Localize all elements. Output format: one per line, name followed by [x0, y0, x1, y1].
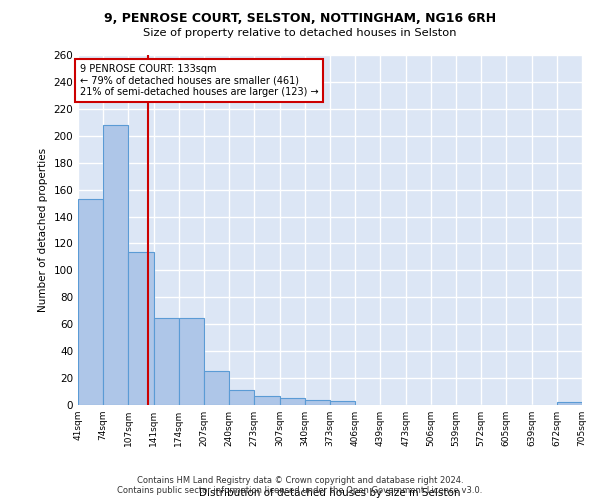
Text: 9, PENROSE COURT, SELSTON, NOTTINGHAM, NG16 6RH: 9, PENROSE COURT, SELSTON, NOTTINGHAM, N… [104, 12, 496, 26]
Bar [330, 401, 355, 405]
Bar [78, 199, 103, 405]
Bar [557, 402, 582, 405]
Bar [305, 400, 330, 405]
Y-axis label: Number of detached properties: Number of detached properties [38, 148, 48, 312]
Text: Size of property relative to detached houses in Selston: Size of property relative to detached ho… [143, 28, 457, 38]
Bar [179, 318, 204, 405]
Text: Contains public sector information licensed under the Open Government Licence v3: Contains public sector information licen… [118, 486, 482, 495]
Bar [280, 398, 305, 405]
Text: 9 PENROSE COURT: 133sqm
← 79% of detached houses are smaller (461)
21% of semi-d: 9 PENROSE COURT: 133sqm ← 79% of detache… [80, 64, 318, 97]
Text: Contains HM Land Registry data © Crown copyright and database right 2024.: Contains HM Land Registry data © Crown c… [137, 476, 463, 485]
Bar [128, 252, 154, 405]
X-axis label: Distribution of detached houses by size in Selston: Distribution of detached houses by size … [199, 488, 461, 498]
Bar [204, 372, 229, 405]
Bar [229, 390, 254, 405]
Bar [103, 125, 128, 405]
Bar [254, 396, 280, 405]
Bar [154, 318, 179, 405]
